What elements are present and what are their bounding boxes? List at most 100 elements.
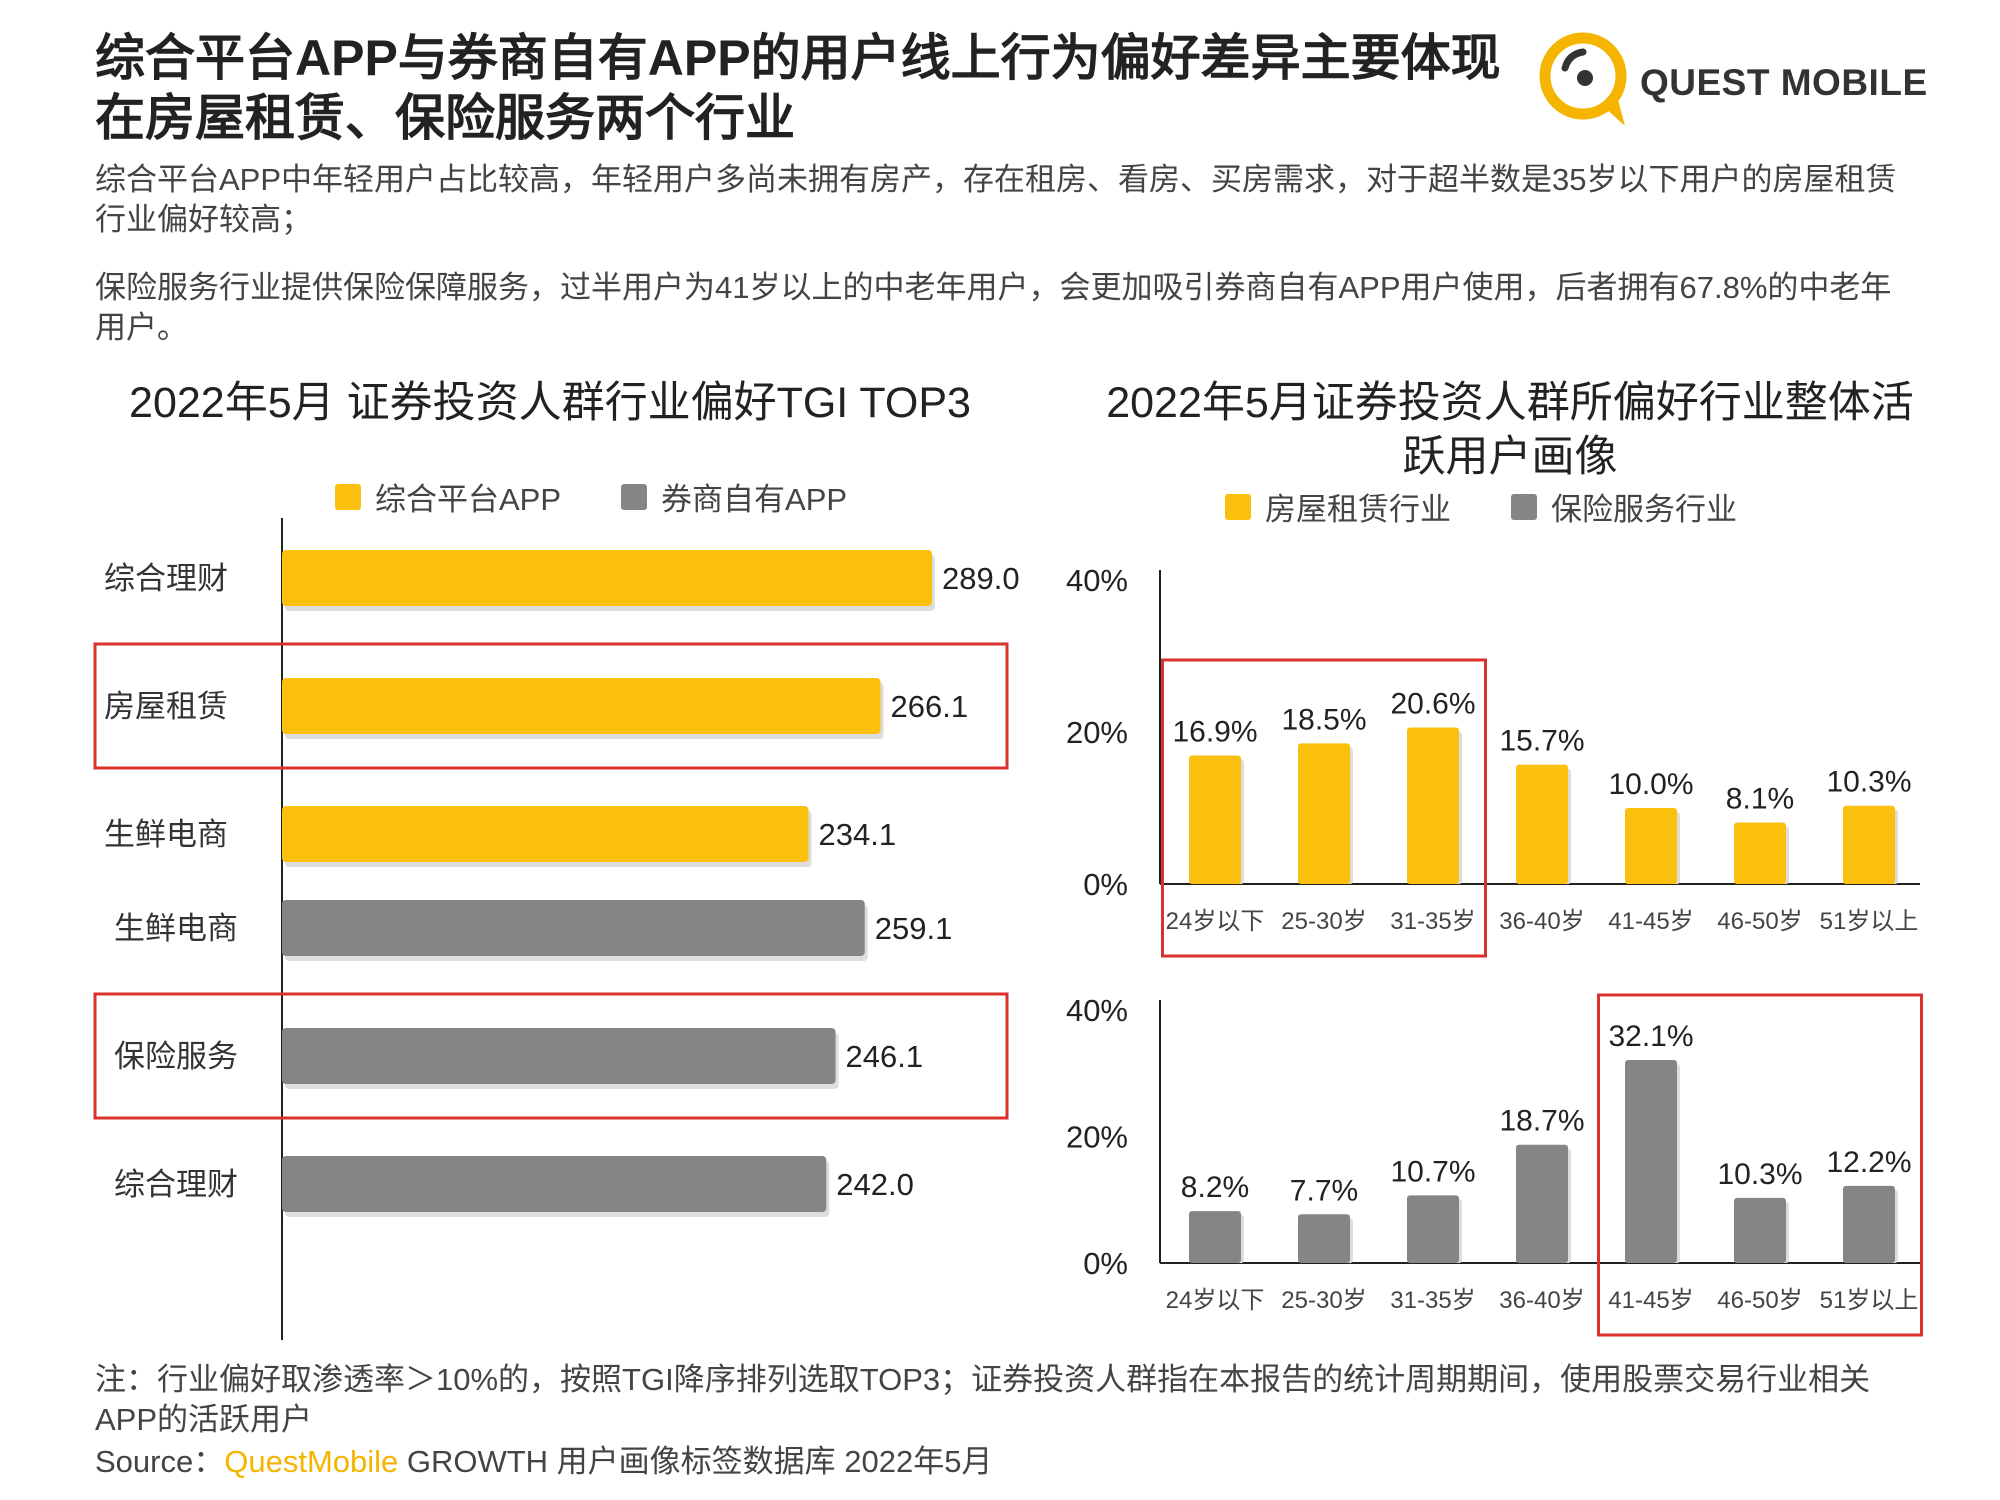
x-tick-label: 51岁以上 bbox=[1820, 908, 1919, 935]
tgi-bar bbox=[282, 806, 809, 862]
age-bar bbox=[1298, 1214, 1350, 1263]
x-tick-label: 24岁以下 bbox=[1166, 908, 1265, 935]
x-tick-label: 46-50岁 bbox=[1717, 908, 1802, 935]
category-label: 生鲜电商 bbox=[114, 911, 238, 946]
age-bar bbox=[1625, 1059, 1677, 1263]
page-title: 综合平台APP与券商自有APP的用户线上行为偏好差异主要体现在房屋租赁、保险服务… bbox=[95, 30, 1501, 146]
logo-text: QUEST MOBILE bbox=[1640, 62, 1928, 103]
legend-swatch-yellow bbox=[1225, 493, 1251, 520]
x-tick-label: 41-45岁 bbox=[1608, 908, 1693, 935]
age-bar bbox=[1407, 727, 1459, 884]
source-rest: GROWTH 用户画像标签数据库 2022年5月 bbox=[398, 1444, 993, 1479]
data-label: 20.6% bbox=[1390, 687, 1475, 720]
tgi-bar bbox=[282, 1156, 827, 1212]
data-label: 10.7% bbox=[1390, 1155, 1475, 1188]
data-label: 10.0% bbox=[1608, 768, 1693, 801]
legend-item-broker: 券商自有APP bbox=[621, 474, 847, 519]
age-bar bbox=[1843, 1185, 1895, 1263]
y-tick-label: 40% bbox=[1066, 563, 1128, 598]
legend-label: 综合平台APP bbox=[375, 482, 562, 517]
age-bar bbox=[1516, 1144, 1568, 1263]
data-label: 18.5% bbox=[1281, 703, 1366, 736]
x-tick-label: 51岁以上 bbox=[1820, 1287, 1919, 1314]
age-bar bbox=[1843, 805, 1895, 884]
tgi-bar-chart: 综合理财 289.0 房屋租赁 266.1 生鲜电商 234.1 生鲜电商 259.1 保险服务… bbox=[93, 518, 1020, 1340]
category-label: 保险服务 bbox=[114, 1039, 238, 1074]
age-bar bbox=[1189, 1211, 1241, 1263]
data-label: 10.3% bbox=[1717, 1158, 1802, 1191]
data-label: 18.7% bbox=[1499, 1105, 1584, 1138]
legend-item-insurance: 保险服务行业 bbox=[1511, 484, 1737, 529]
tgi-bar bbox=[282, 550, 932, 606]
x-tick-label: 25-30岁 bbox=[1281, 1287, 1366, 1314]
legend-item-platform: 综合平台APP bbox=[335, 474, 561, 519]
logo-arc-icon bbox=[1561, 48, 1587, 72]
data-label: 32.1% bbox=[1608, 1020, 1693, 1053]
data-label: 289.0 bbox=[942, 561, 1020, 596]
logo-ring-icon bbox=[1539, 32, 1627, 120]
age-bar bbox=[1734, 822, 1786, 884]
x-tick-label: 31-35岁 bbox=[1390, 908, 1475, 935]
highlight-box bbox=[1161, 658, 1487, 958]
age-bar bbox=[1625, 808, 1677, 884]
tgi-bar bbox=[282, 900, 865, 956]
data-label: 10.3% bbox=[1826, 766, 1911, 799]
y-tick-label: 0% bbox=[1083, 867, 1128, 902]
legend-item-rental: 房屋租赁行业 bbox=[1225, 484, 1451, 529]
legend-label: 保险服务行业 bbox=[1551, 492, 1737, 527]
highlight-box bbox=[1597, 993, 1923, 1337]
legend-label: 券商自有APP bbox=[661, 482, 848, 517]
category-label: 综合理财 bbox=[104, 561, 228, 596]
y-tick-label: 20% bbox=[1066, 1120, 1128, 1155]
y-tick-label: 40% bbox=[1066, 993, 1128, 1028]
data-label: 16.9% bbox=[1172, 716, 1257, 749]
data-label: 7.7% bbox=[1290, 1174, 1358, 1207]
left-chart-title: 2022年5月 证券投资人群行业偏好TGI TOP3 bbox=[129, 379, 971, 427]
data-label: 246.1 bbox=[846, 1039, 924, 1074]
age-bar bbox=[1298, 743, 1350, 884]
data-label: 259.1 bbox=[875, 911, 953, 946]
y-tick-label: 20% bbox=[1066, 715, 1128, 750]
questmobile-logo bbox=[1539, 32, 1627, 126]
legend-swatch-yellow bbox=[335, 483, 361, 510]
summary-paragraph-1: 综合平台APP中年轻用户占比较高，年轻用户多尚未拥有房产，存在租房、看房、买房需… bbox=[95, 162, 1897, 237]
source-brand: QuestMobile bbox=[224, 1444, 399, 1479]
tgi-bar bbox=[282, 678, 881, 734]
category-label: 房屋租赁 bbox=[104, 689, 228, 724]
source-prefix: Source： bbox=[95, 1444, 225, 1479]
data-label: 242.0 bbox=[836, 1167, 914, 1202]
legend-swatch-gray bbox=[621, 483, 648, 510]
data-label: 12.2% bbox=[1826, 1146, 1911, 1179]
highlight-box bbox=[93, 642, 1009, 770]
data-label: 266.1 bbox=[890, 689, 968, 724]
x-tick-label: 41-45岁 bbox=[1608, 1287, 1693, 1314]
summary-paragraph-2: 保险服务行业提供保险保障服务，过半用户为41岁以上的中老年用户，会更加吸引券商自… bbox=[95, 270, 1892, 345]
data-label: 8.2% bbox=[1181, 1171, 1249, 1204]
footnote: 注：行业偏好取渗透率＞10%的，按照TGI降序排列选取TOP3；证券投资人群指在… bbox=[95, 1362, 1871, 1437]
x-tick-label: 36-40岁 bbox=[1499, 908, 1584, 935]
legend-swatch-gray bbox=[1511, 493, 1537, 520]
x-tick-label: 31-35岁 bbox=[1390, 1287, 1475, 1314]
left-chart-legend: 综合平台APP 券商自有APP bbox=[335, 474, 847, 519]
age-bar bbox=[1734, 1197, 1786, 1263]
logo-dot-icon bbox=[1577, 70, 1593, 86]
age-profile-charts: 0% 20% 40% 16.9% 24岁以下 18.5% 25-30岁 20.6% 31-35岁… bbox=[1066, 563, 1923, 1337]
right-chart-title: 2022年5月证券投资人群所偏好行业整体活跃用户画像 bbox=[1106, 379, 1914, 481]
x-tick-label: 36-40岁 bbox=[1499, 1287, 1584, 1314]
y-tick-label: 0% bbox=[1083, 1246, 1128, 1281]
legend-label: 房屋租赁行业 bbox=[1265, 492, 1451, 527]
category-label: 生鲜电商 bbox=[104, 817, 228, 852]
tgi-bar bbox=[282, 1028, 836, 1084]
category-label: 综合理财 bbox=[114, 1167, 238, 1202]
logo-tail-icon bbox=[1603, 96, 1625, 126]
data-label: 15.7% bbox=[1499, 725, 1584, 758]
right-chart-legend: 房屋租赁行业 保险服务行业 bbox=[1225, 484, 1737, 529]
age-bar bbox=[1407, 1195, 1459, 1263]
data-label: 8.1% bbox=[1726, 782, 1794, 815]
highlight-box bbox=[93, 992, 1009, 1120]
x-tick-label: 25-30岁 bbox=[1281, 908, 1366, 935]
age-bar bbox=[1516, 764, 1568, 884]
source-line: Source：QuestMobile GROWTH 用户画像标签数据库 2022… bbox=[95, 1442, 993, 1482]
data-label: 234.1 bbox=[819, 817, 897, 852]
age-bar bbox=[1189, 755, 1241, 884]
